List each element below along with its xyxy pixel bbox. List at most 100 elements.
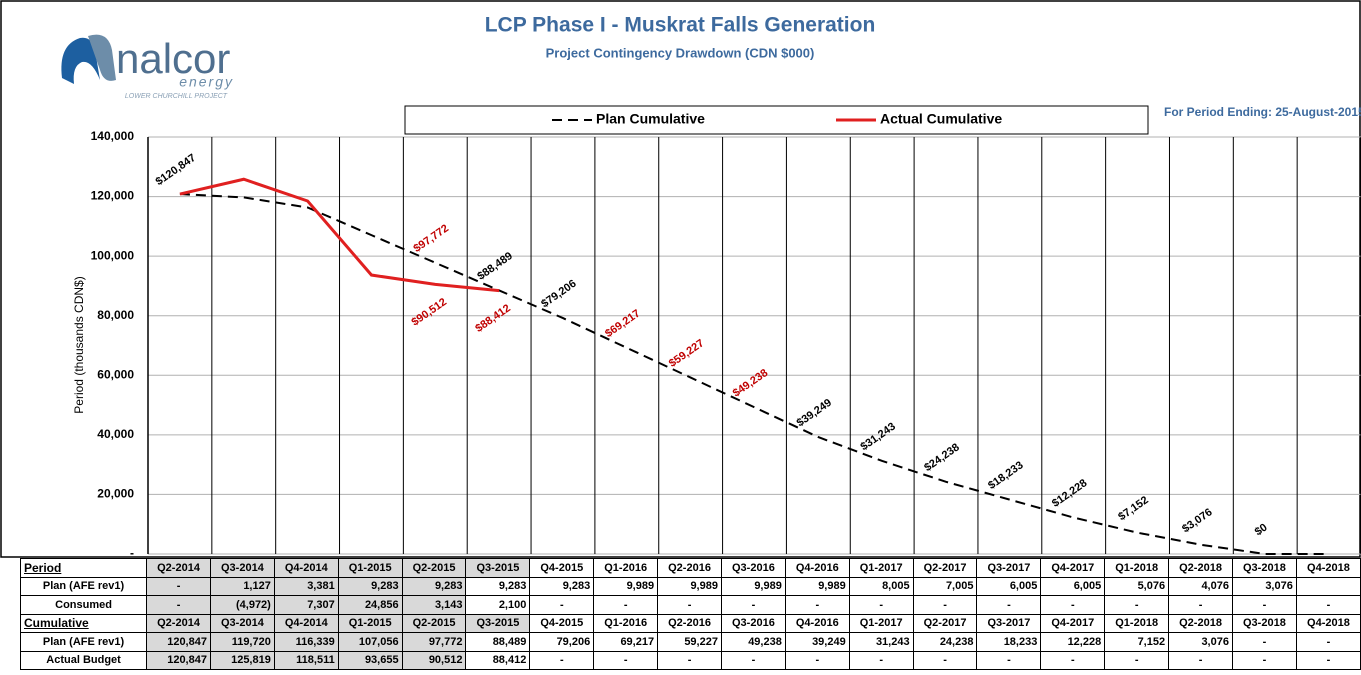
period-header: Q3-2017 [976, 613, 1042, 633]
cell: - [146, 576, 211, 596]
cell: 116,339 [273, 632, 339, 652]
data-label: $0 [1253, 521, 1270, 538]
cell: 1,127 [209, 576, 275, 596]
cell: - [1104, 595, 1170, 615]
y-tick-label: 60,000 [97, 367, 134, 381]
period-header: Q4-2015 [529, 558, 595, 578]
data-label: $79,206 [539, 278, 578, 311]
data-label: $12,228 [1050, 477, 1089, 510]
cell: - [146, 595, 211, 615]
cell: - [976, 595, 1042, 615]
cell: 9,283 [337, 576, 403, 596]
cell: 9,989 [784, 576, 850, 596]
cell: 49,238 [720, 632, 786, 652]
header-row: Cumulative Q2-2014 Q3-2014 Q4-2014 Q1-2015 Q2… [19, 613, 1361, 633]
cell: 39,249 [784, 632, 850, 652]
data-row: Plan (AFE rev1) 120,847 119,720 116,339 107,… [19, 632, 1361, 652]
data-label: $69,217 [603, 307, 642, 340]
period-header: Q4-2015 [529, 613, 595, 633]
cell: 24,856 [337, 595, 403, 615]
logo-name: nalcor [116, 35, 230, 82]
cell: 3,076 [1231, 576, 1297, 596]
period-header: Q2-2016 [657, 613, 722, 633]
y-tick-label: 120,000 [91, 189, 135, 203]
cell: - [912, 650, 978, 670]
logo-sub: energy [179, 74, 234, 90]
data-label: $3,076 [1180, 506, 1214, 535]
period-header: Q2-2014 [146, 558, 211, 578]
cell: 24,238 [912, 632, 978, 652]
frame [0, 0, 1361, 558]
row-label: Consumed [19, 595, 148, 615]
cell: - [1231, 632, 1297, 652]
y-tick-label: 20,000 [97, 487, 134, 501]
period-header: Q1-2018 [1104, 613, 1170, 633]
period-header: Q3-2015 [465, 613, 531, 633]
cell: - [976, 650, 1042, 670]
data-label: $88,412 [473, 302, 512, 335]
cell: - [1295, 595, 1361, 615]
period-header: Q2-2015 [401, 613, 467, 633]
cell: - [1040, 595, 1106, 615]
cell: 6,005 [976, 576, 1042, 596]
cell: 4,076 [1168, 576, 1233, 596]
cell: - [1168, 595, 1233, 615]
cell: - [1295, 650, 1361, 670]
period-header: Q4-2014 [273, 558, 339, 578]
y-tick-label: 100,000 [91, 248, 135, 262]
chart-title: LCP Phase I - Muskrat Falls Generation [485, 14, 876, 37]
cell: 18,233 [976, 632, 1042, 652]
cell: - [593, 650, 659, 670]
period-header: Q4-2016 [784, 558, 850, 578]
cell: 69,217 [593, 632, 659, 652]
cell: - [912, 595, 978, 615]
cell: - [1231, 650, 1297, 670]
series-line [179, 193, 1330, 555]
cell: 9,283 [465, 576, 531, 596]
cell: 88,412 [465, 650, 531, 670]
cell: 5,076 [1104, 576, 1170, 596]
y-axis-label: Period (thousands CDN$) [72, 276, 86, 413]
series-line [179, 177, 500, 293]
cell: 6,005 [1040, 576, 1106, 596]
row-label: Plan (AFE rev1) [19, 576, 148, 596]
chart-subtitle: Project Contingency Drawdown (CDN $000) [546, 45, 815, 60]
chart: nalcor energy LOWER CHURCHILL PROJECT LC… [0, 0, 1361, 558]
cell: 93,655 [337, 650, 403, 670]
period-header: Q1-2017 [848, 558, 914, 578]
data-table: Period Q2-2014 Q3-2014 Q4-2014 Q1-2015 Q2-201… [19, 558, 1361, 670]
period-header: Q2-2018 [1168, 613, 1233, 633]
cell: 120,847 [146, 632, 211, 652]
cell: (4,972) [209, 595, 275, 615]
data-row: Plan (AFE rev1) -1,127 3,381 9,283 9,283 9,28… [19, 576, 1361, 596]
data-label: $97,772 [412, 222, 451, 255]
cell: - [720, 650, 786, 670]
period-header: Q1-2016 [593, 613, 659, 633]
cell: - [657, 650, 722, 670]
data-label: $31,243 [858, 421, 897, 454]
period-header: Q2-2016 [657, 558, 722, 578]
cell: 9,283 [529, 576, 595, 596]
data-label: $59,227 [667, 337, 706, 370]
cell: - [720, 595, 786, 615]
period-header: Q1-2015 [337, 613, 403, 633]
cell: 12,228 [1040, 632, 1106, 652]
cell: - [529, 650, 595, 670]
logo-mark [88, 34, 116, 81]
period-header: Q1-2018 [1104, 558, 1170, 578]
cell: 79,206 [529, 632, 595, 652]
data-label: $39,249 [795, 397, 834, 430]
y-tick-label: 80,000 [97, 308, 134, 322]
cell: - [848, 595, 914, 615]
header-row: Period Q2-2014 Q3-2014 Q4-2014 Q1-2015 Q2-201… [19, 558, 1361, 578]
period-header: Q3-2016 [720, 613, 786, 633]
period-header: Q4-2018 [1295, 558, 1361, 578]
logo-project: LOWER CHURCHILL PROJECT [125, 93, 228, 100]
logo-mark [61, 37, 100, 84]
period-header: Q1-2017 [848, 613, 914, 633]
period-header: Q2-2017 [912, 613, 978, 633]
y-tick-label: 140,000 [91, 129, 135, 143]
section-title: Cumulative [19, 613, 148, 633]
period-header: Q4-2018 [1295, 613, 1361, 633]
